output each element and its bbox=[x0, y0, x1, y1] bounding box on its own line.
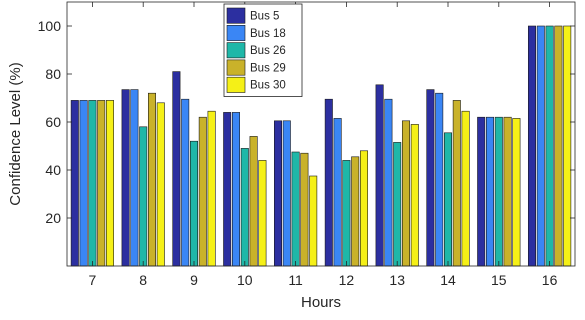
bar-bus-18-14 bbox=[435, 92, 444, 267]
x-tick-label: 7 bbox=[89, 272, 97, 288]
x-tick-label: 11 bbox=[288, 272, 303, 288]
x-axis-label: Hours bbox=[301, 294, 341, 311]
bar-bus-26-13 bbox=[393, 142, 402, 267]
legend-swatch-bus-5 bbox=[226, 7, 246, 24]
y-tick-label: 80 bbox=[45, 66, 61, 82]
bar-bus-18-7 bbox=[79, 100, 88, 267]
bar-bus-30-12 bbox=[359, 150, 368, 267]
bar-bus-29-15 bbox=[503, 116, 512, 267]
x-tick-label: 8 bbox=[139, 272, 147, 288]
bar-bus-29-13 bbox=[401, 120, 410, 267]
bar-bus-30-13 bbox=[410, 124, 419, 267]
axes-box bbox=[66, 1, 576, 267]
legend-label-bus-26: Bus 26 bbox=[250, 45, 286, 57]
legend-label-bus-5: Bus 5 bbox=[250, 11, 279, 23]
bar-bus-30-8 bbox=[156, 102, 165, 267]
bar-bus-30-11 bbox=[309, 175, 318, 267]
legend-swatch-bus-18 bbox=[226, 24, 246, 41]
bar-bus-29-14 bbox=[452, 100, 461, 267]
bar-bus-5-10 bbox=[223, 112, 232, 267]
bar-bus-30-15 bbox=[512, 118, 521, 267]
bar-bus-18-16 bbox=[536, 25, 545, 267]
bar-bus-5-12 bbox=[324, 98, 333, 267]
bar-bus-18-8 bbox=[130, 89, 139, 267]
bar-bus-18-13 bbox=[384, 98, 393, 267]
legend-swatch-bus-26 bbox=[226, 42, 246, 59]
axes-group: 20 40 60 80 100 7 8 9 10 11 12 13 14 15 16 bbox=[38, 1, 576, 288]
bar-bus-5-9 bbox=[172, 71, 181, 267]
y-tick-label: 100 bbox=[38, 18, 62, 34]
legend-label-bus-29: Bus 29 bbox=[250, 62, 286, 74]
bar-bus-26-9 bbox=[190, 140, 199, 267]
legend: Bus 5 Bus 18 Bus 26 Bus 29 Bus 30 bbox=[223, 3, 303, 97]
bar-bus-5-8 bbox=[121, 89, 130, 267]
x-tick-label: 14 bbox=[440, 272, 456, 288]
bar-bus-30-9 bbox=[207, 110, 216, 267]
bar-bus-26-8 bbox=[139, 126, 148, 267]
y-tick-label: 20 bbox=[45, 210, 61, 226]
y-tick-label: 60 bbox=[45, 114, 61, 130]
x-tick-label: 10 bbox=[237, 272, 253, 288]
bar-bus-30-7 bbox=[106, 100, 115, 267]
legend-label-bus-30: Bus 30 bbox=[250, 80, 286, 92]
bar-bus-18-15 bbox=[485, 116, 494, 267]
legend-swatch-bus-29 bbox=[226, 59, 246, 76]
y-tick-label: 40 bbox=[45, 162, 61, 178]
bar-bus-18-12 bbox=[333, 118, 342, 267]
bar-bus-18-11 bbox=[282, 120, 291, 267]
y-axis-label: Confidence Level (%) bbox=[7, 62, 24, 205]
legend-swatch-bus-30 bbox=[226, 76, 246, 93]
bar-bus-29-9 bbox=[198, 116, 207, 267]
bar-bus-18-10 bbox=[232, 112, 241, 267]
bar-bus-26-15 bbox=[494, 116, 503, 267]
bar-bus-5-14 bbox=[426, 89, 435, 267]
x-tick-label: 9 bbox=[190, 272, 198, 288]
bar-bus-29-12 bbox=[351, 156, 360, 267]
bar-bus-26-10 bbox=[240, 148, 249, 267]
x-tick-label: 13 bbox=[389, 272, 405, 288]
bar-bus-18-9 bbox=[181, 98, 190, 267]
bar-bus-30-10 bbox=[258, 160, 267, 267]
bar-bus-5-16 bbox=[527, 25, 536, 267]
x-tick-label: 16 bbox=[542, 272, 558, 288]
bar-bus-26-7 bbox=[88, 100, 97, 267]
bar-bus-26-12 bbox=[342, 160, 351, 267]
bar-bus-30-14 bbox=[461, 110, 470, 267]
x-tick-label: 15 bbox=[491, 272, 507, 288]
x-tick-label: 12 bbox=[339, 272, 355, 288]
bar-bus-5-11 bbox=[273, 120, 282, 267]
bar-bus-29-10 bbox=[249, 136, 258, 267]
bar-bus-30-16 bbox=[563, 25, 572, 267]
legend-label-bus-18: Bus 18 bbox=[250, 28, 286, 40]
bar-bus-29-16 bbox=[554, 25, 563, 267]
bar-bus-26-16 bbox=[545, 25, 554, 267]
bar-bus-5-15 bbox=[477, 116, 486, 267]
bar-bus-5-7 bbox=[70, 100, 79, 267]
bar-bus-26-14 bbox=[443, 132, 452, 267]
bar-bus-29-7 bbox=[97, 100, 106, 267]
bar-bus-29-11 bbox=[300, 152, 309, 267]
bar-bus-26-11 bbox=[291, 151, 300, 267]
bar-bus-5-13 bbox=[375, 84, 384, 267]
bar-bus-29-8 bbox=[148, 92, 157, 267]
